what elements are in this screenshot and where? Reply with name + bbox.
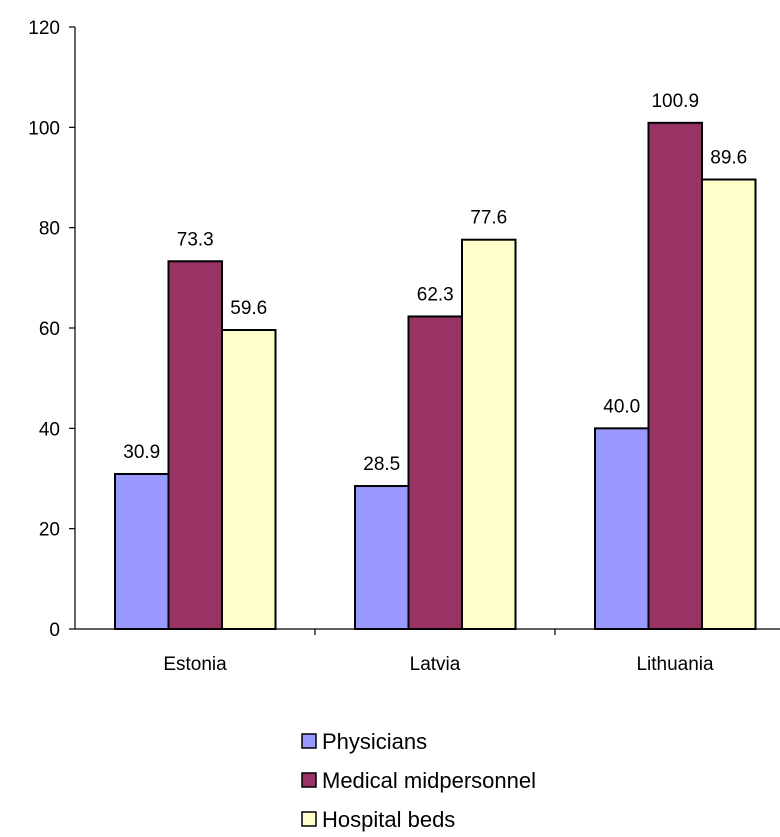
bar-physicians	[594, 427, 650, 631]
data-label: 77.6	[470, 208, 507, 229]
legend-label: Physicians	[322, 729, 427, 754]
axes: 0 20 40 60 80 100 120 Estonia Latvia Lithuania	[28, 18, 780, 675]
legend-label: Medical midpersonnel	[322, 768, 536, 793]
y-tick-label: 0	[49, 620, 60, 641]
y-tick-label: 40	[39, 419, 60, 440]
x-category-label: Estonia	[163, 654, 227, 675]
bar-physicians	[354, 485, 410, 630]
data-label: 89.6	[710, 148, 747, 169]
y-tick-label: 60	[39, 319, 60, 340]
legend-swatch	[301, 811, 317, 827]
bar-physicians	[114, 472, 170, 630]
data-label: 62.3	[417, 284, 454, 305]
y-tick-label: 80	[39, 219, 60, 240]
legend-swatch	[301, 772, 317, 788]
data-label: 40.0	[603, 396, 640, 417]
legend-label: Hospital beds	[322, 807, 455, 832]
x-category-label: Lithuania	[636, 654, 714, 675]
data-label: 28.5	[363, 454, 400, 475]
data-label: 100.9	[651, 91, 699, 112]
bar-hospital-beds	[701, 178, 757, 631]
data-label: 59.6	[230, 298, 267, 319]
y-tick-label: 120	[28, 18, 60, 39]
bar-hospital-beds	[221, 329, 277, 630]
x-category-label: Latvia	[410, 654, 461, 675]
data-labels: 30.9 28.5 40.0 73.3 62.3 100.9 59.6 77.6 89.6	[123, 91, 747, 475]
y-tick-label: 100	[28, 118, 60, 139]
data-label: 73.3	[177, 229, 214, 250]
y-tick-label: 20	[39, 520, 60, 541]
bar-medical-midpersonnel	[407, 315, 463, 630]
bar-medical-midpersonnel	[647, 121, 703, 631]
legend: Physicians Medical midpersonnel Hospital b…	[301, 729, 536, 832]
data-label: 30.9	[123, 442, 160, 463]
bar-hospital-beds	[461, 238, 517, 630]
legend-swatch	[301, 733, 317, 749]
bars	[114, 121, 757, 631]
bar-medical-midpersonnel	[167, 260, 223, 630]
